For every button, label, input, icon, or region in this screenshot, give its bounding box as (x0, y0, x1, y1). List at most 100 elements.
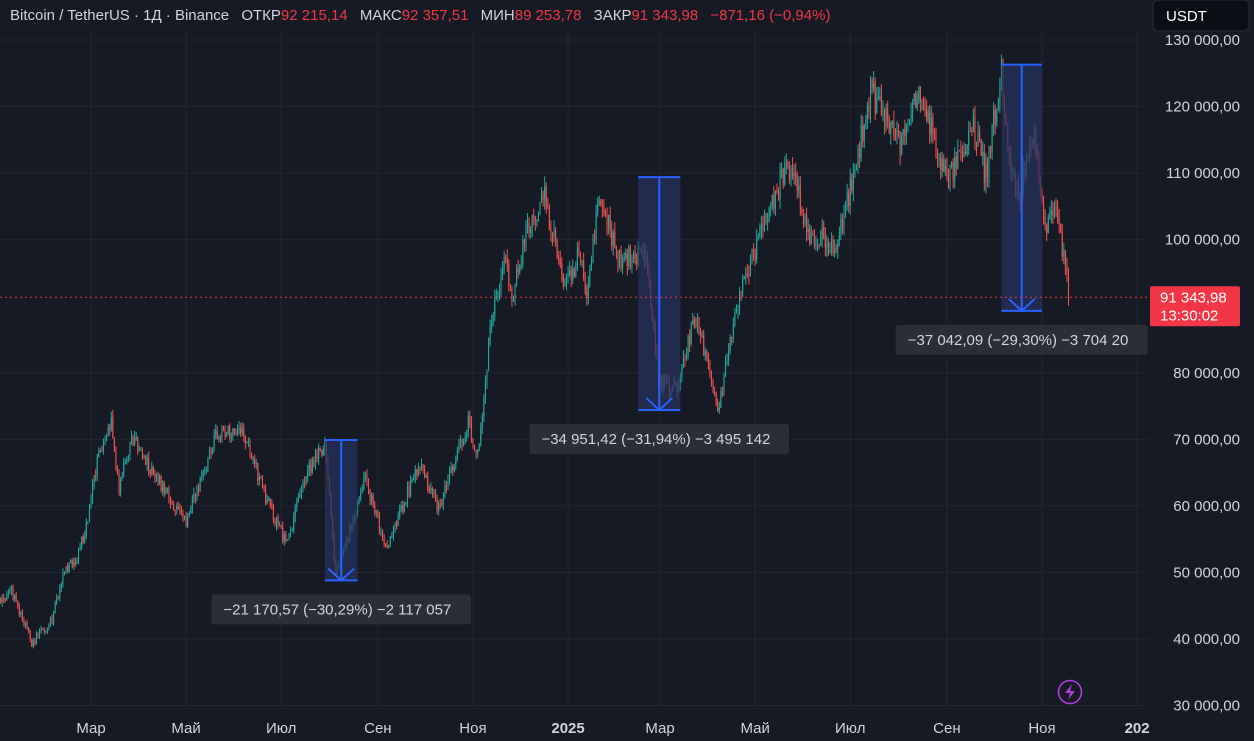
symbol-title[interactable]: Bitcoin / TetherUS · 1Д · Binance (10, 7, 229, 24)
candle-body (785, 162, 787, 166)
candle-body (106, 434, 108, 442)
measurement-layer: −21 170,57 (−30,29%) −2 117 057 −34 951,4… (211, 63, 1148, 625)
candle-body (863, 124, 865, 142)
candle-body (459, 438, 462, 443)
candle-body (695, 324, 697, 326)
candle-body (600, 200, 602, 206)
candle-body (629, 246, 631, 267)
candle-body (581, 261, 583, 263)
candle-body (717, 404, 719, 411)
candle-body (810, 234, 812, 244)
candle-body (254, 458, 256, 465)
candle-body (547, 206, 549, 209)
candle-body (996, 110, 998, 124)
candle-body (260, 477, 262, 479)
candle-body (734, 311, 736, 326)
candle-body (787, 162, 789, 169)
candle-body (947, 174, 950, 189)
candle-body (439, 503, 441, 505)
candle-body (408, 486, 410, 497)
candle-body (109, 427, 111, 430)
candle-body (592, 237, 594, 262)
candle-body (363, 477, 365, 490)
candle-body (612, 232, 614, 246)
price-range-measure[interactable]: −34 951,42 (−31,94%) −3 495 142 (529, 176, 790, 455)
candle-body (32, 640, 34, 647)
candle-body (622, 258, 624, 268)
candle-body (919, 86, 921, 103)
candle-body (579, 255, 582, 262)
candle-body (871, 79, 873, 89)
candle-body (502, 269, 504, 276)
candle-body (0, 599, 2, 603)
candle-body (152, 466, 154, 475)
candle-body (226, 433, 228, 437)
candle-body (360, 492, 362, 498)
candle-body (573, 268, 575, 276)
candle-body (475, 450, 477, 454)
currency-button[interactable]: USDT (1152, 0, 1250, 32)
candle-body (477, 451, 479, 454)
candle-body (943, 159, 945, 172)
candle-body (240, 427, 242, 433)
candle-body (205, 470, 207, 472)
candle-body (296, 502, 298, 508)
candle-body (762, 224, 764, 232)
x-tick-label: Май (740, 720, 769, 737)
candle-body (615, 246, 617, 251)
candle-body (882, 110, 884, 115)
candle-body (445, 484, 448, 490)
candle-body (45, 630, 47, 632)
candle-body (469, 416, 471, 423)
candle-body (190, 508, 192, 514)
candle-body (618, 250, 621, 264)
candle-body (848, 193, 850, 206)
measure-arrow-head (327, 567, 355, 582)
open-value: 92 215,14 (281, 7, 348, 24)
y-tick-label: 60 000,00 (1173, 498, 1240, 515)
candle-body (367, 482, 370, 490)
candle-body (241, 428, 243, 433)
candle-body (767, 221, 769, 223)
y-tick-label: 120 000,00 (1165, 99, 1240, 116)
candle-body (854, 170, 856, 175)
candle-body (212, 448, 214, 454)
candle-body (39, 630, 41, 636)
candle-body (845, 201, 847, 214)
y-tick-label: 50 000,00 (1173, 564, 1240, 581)
candle-body (773, 194, 775, 209)
candle-body (467, 416, 469, 432)
candle-body (76, 559, 78, 565)
candle-body (364, 474, 366, 478)
candle-body (56, 597, 58, 603)
candle-body (391, 536, 393, 538)
candle-body (505, 257, 507, 259)
candle-body (372, 494, 374, 506)
price-range-measure[interactable]: −21 170,57 (−30,29%) −2 117 057 (211, 438, 472, 625)
candle-body (696, 317, 699, 326)
candle-body (759, 232, 761, 237)
candle-body (126, 457, 128, 463)
candle-body (879, 95, 881, 97)
candle-body (553, 230, 555, 238)
lightning-icon[interactable] (1057, 679, 1083, 705)
candle-body (913, 93, 915, 102)
candle-body (282, 527, 284, 542)
price-range-measure[interactable]: −37 042,09 (−29,30%) −3 704 20 (895, 63, 1148, 355)
candle-body (6, 594, 8, 601)
candle-body (721, 390, 723, 395)
candle-body (272, 506, 274, 522)
candle-body (977, 132, 979, 147)
candle-body (740, 291, 742, 293)
candle-body (413, 477, 415, 481)
candle-body (9, 591, 11, 593)
candle-body (974, 116, 976, 145)
candle-body (179, 509, 181, 511)
candle-body (511, 286, 513, 302)
candle-body (383, 536, 385, 544)
candle-body (799, 186, 801, 210)
candle-body (601, 205, 603, 208)
candle-body (183, 516, 186, 518)
candle-body (827, 244, 829, 253)
